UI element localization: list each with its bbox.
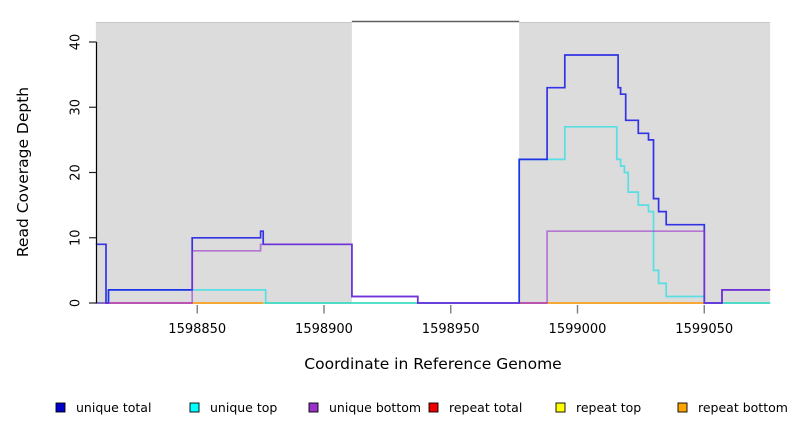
amplicon-shade-0 — [95, 22, 352, 304]
y-tick-label-10: 10 — [69, 229, 84, 246]
legend: unique total unique top unique bottom repea… — [55, 400, 788, 415]
legend-label-unique-bottom: unique bottom — [329, 400, 421, 415]
x-axis: 1598850 1598900 1598950 1599000 1599050 — [168, 305, 733, 337]
legend-swatch-repeat-bottom — [677, 402, 688, 413]
legend-swatch-unique-bottom — [308, 402, 319, 413]
y-tick-label-40: 40 — [69, 34, 84, 51]
x-tick-label-1599000: 1599000 — [549, 322, 607, 337]
y-tick-label-0: 0 — [69, 299, 84, 307]
y-tick-label-20: 20 — [69, 164, 84, 181]
legend-swatch-unique-total — [55, 402, 66, 413]
legend-swatch-unique-top — [189, 402, 200, 413]
x-axis-title: Coordinate in Reference Genome — [304, 355, 561, 373]
legend-item-repeat-bottom: repeat bottom — [677, 400, 788, 415]
y-axis-title: Read Coverage Depth — [14, 87, 32, 257]
legend-item-unique-bottom: unique bottom — [308, 400, 421, 415]
series-unique-bottom — [95, 230, 771, 304]
legend-item-unique-top: unique top — [189, 400, 277, 415]
x-tick-label-1598850: 1598850 — [168, 322, 226, 337]
legend-label-repeat-top: repeat top — [576, 400, 641, 415]
x-tick-label-1598950: 1598950 — [422, 322, 480, 337]
legend-label-unique-top: unique top — [210, 400, 277, 415]
legend-label-repeat-bottom: repeat bottom — [698, 400, 788, 415]
legend-item-repeat-top: repeat top — [555, 400, 641, 415]
x-tick-label-1599050: 1599050 — [675, 322, 733, 337]
coverage-step-lines — [95, 54, 771, 304]
series-unique-total — [95, 54, 771, 304]
shaded-amplicon-regions — [95, 22, 771, 304]
y-axis: 0 10 20 30 40 — [69, 34, 98, 307]
y-tick-label-30: 30 — [69, 99, 84, 116]
amplicon-shade-1 — [519, 22, 771, 304]
legend-label-repeat-total: repeat total — [449, 400, 522, 415]
legend-item-unique-total: unique total — [55, 400, 151, 415]
x-tick-label-1598900: 1598900 — [295, 322, 353, 337]
legend-swatch-repeat-top — [555, 402, 566, 413]
legend-item-repeat-total: repeat total — [428, 400, 522, 415]
legend-swatch-repeat-total — [428, 402, 439, 413]
legend-label-unique-total: unique total — [76, 400, 151, 415]
